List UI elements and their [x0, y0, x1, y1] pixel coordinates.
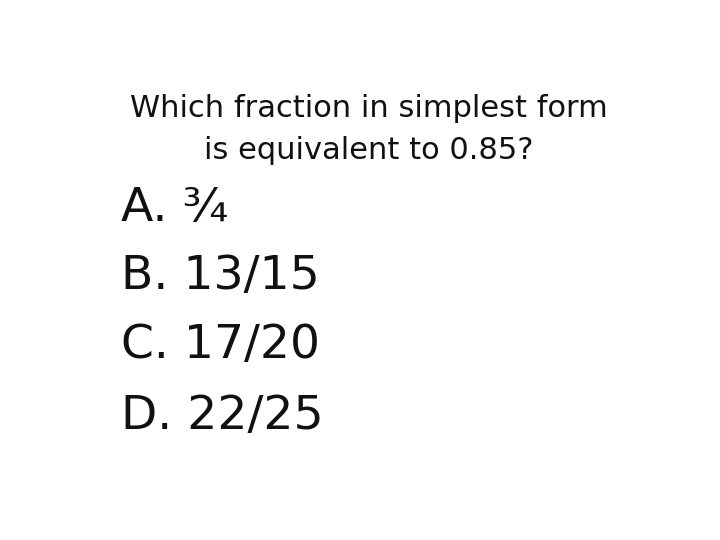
Text: D. 22/25: D. 22/25	[121, 394, 323, 438]
Text: C. 17/20: C. 17/20	[121, 323, 320, 368]
Text: Which fraction in simplest form: Which fraction in simplest form	[130, 94, 608, 123]
Text: B. 13/15: B. 13/15	[121, 254, 320, 299]
Text: is equivalent to 0.85?: is equivalent to 0.85?	[204, 136, 534, 165]
Text: A. ¾: A. ¾	[121, 186, 228, 231]
